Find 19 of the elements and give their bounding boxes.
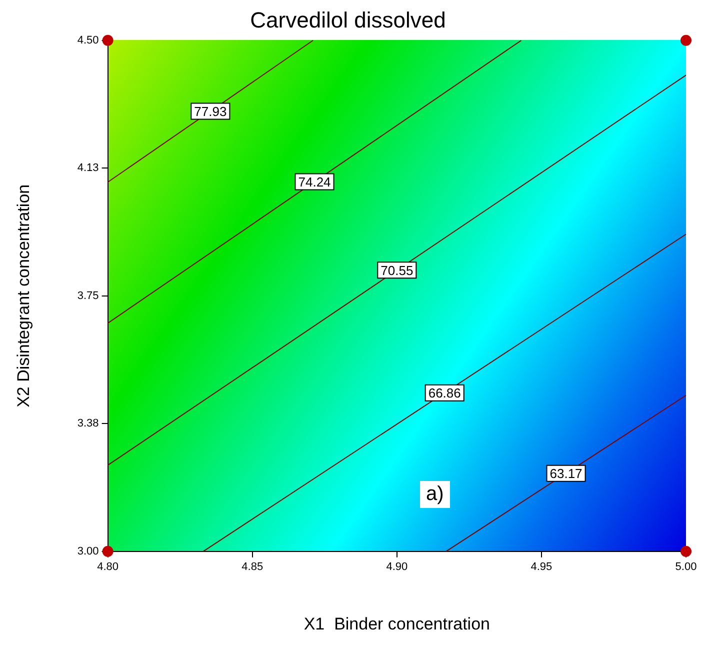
x-tick-label: 4.95 bbox=[530, 561, 552, 574]
y-tick-label: 3.75 bbox=[77, 290, 99, 302]
series-label: 77.93 bbox=[194, 104, 227, 119]
x-axis-title: X1 Binder concentration bbox=[304, 614, 490, 634]
x-tick-label: 4.85 bbox=[242, 561, 264, 574]
y-tick-label: 4.13 bbox=[77, 162, 99, 174]
series-label: 70.55 bbox=[380, 262, 414, 278]
annotation: a) bbox=[420, 481, 450, 508]
y-tick-label: 3.00 bbox=[77, 545, 99, 558]
y-tick-label: 3.38 bbox=[77, 418, 99, 430]
y-tick-label: 4.50 bbox=[77, 34, 99, 46]
series-label: 74.24 bbox=[298, 174, 331, 190]
x-tick-label: 4.80 bbox=[97, 561, 119, 574]
x-tick-label: 5.00 bbox=[675, 561, 697, 574]
x-tick-label: 4.90 bbox=[386, 561, 408, 574]
chart-title: Carvedilol dissolved bbox=[250, 7, 446, 32]
series-label: 66.86 bbox=[428, 385, 461, 400]
y-axis-title: X2 Disintegrant concentration bbox=[14, 184, 33, 408]
series-label: 63.17 bbox=[550, 466, 582, 481]
